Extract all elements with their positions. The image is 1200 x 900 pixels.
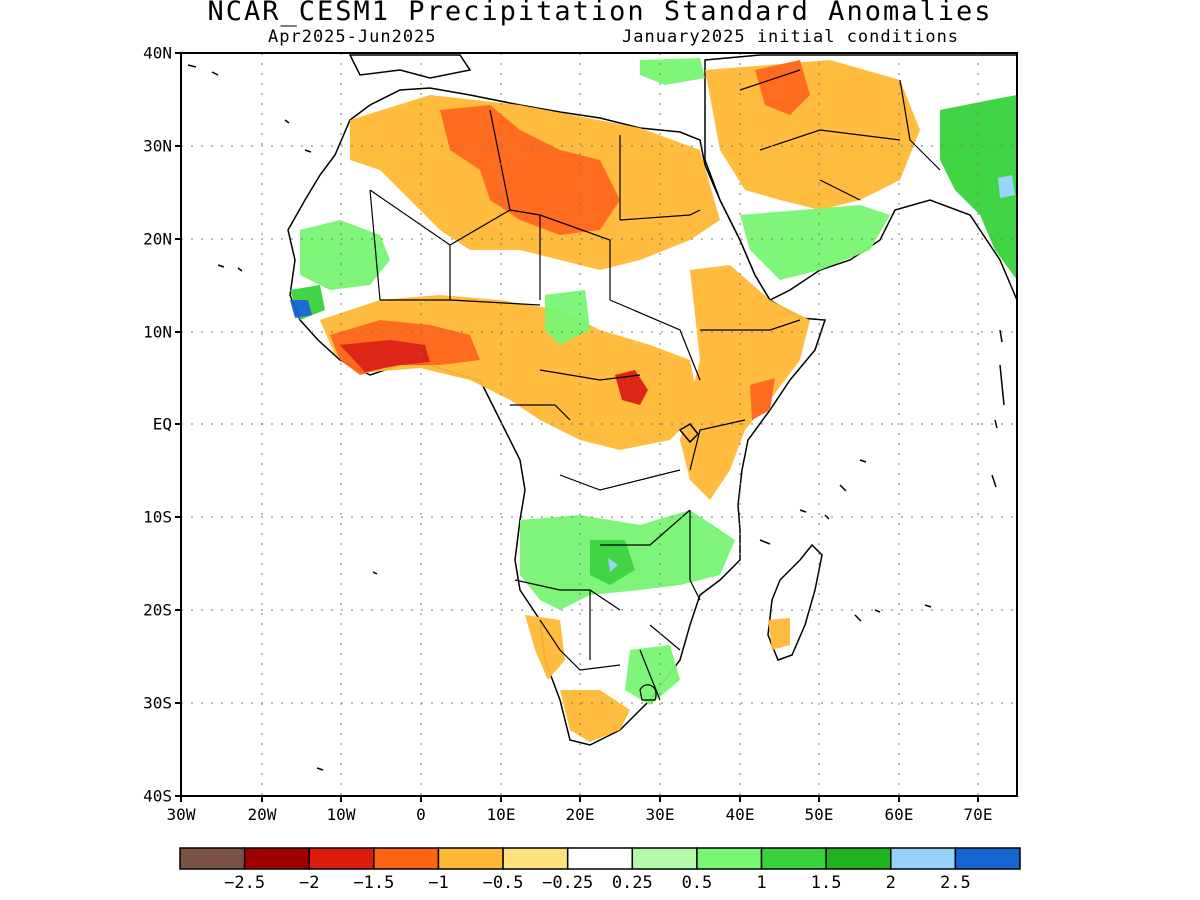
namibia-dry xyxy=(525,615,565,680)
south-africa-wet xyxy=(625,645,680,705)
colorbar-swatch xyxy=(179,847,246,870)
colorbar-label: 1 xyxy=(756,873,767,893)
lat-label-40n: 40N xyxy=(143,43,172,63)
sahara-core-dry xyxy=(440,105,620,235)
madagascar-dry xyxy=(768,618,790,650)
colorbar-label: 1.5 xyxy=(810,873,842,893)
colorbar-swatch xyxy=(566,847,634,870)
europe-landmass xyxy=(348,54,472,79)
lat-label-eq: EQ xyxy=(152,414,172,434)
colorbar-swatch xyxy=(825,847,892,870)
lon-label-0: 0 xyxy=(416,805,426,824)
colorbar-swatch xyxy=(631,847,698,870)
lat-label-10s: 10S xyxy=(143,507,172,527)
wet-anomalies xyxy=(290,58,1017,705)
forecast-period: Apr2025-Jun2025 xyxy=(268,27,437,47)
east-africa-dry xyxy=(680,265,810,500)
colorbar-swatch xyxy=(243,847,310,870)
horn-core-dry xyxy=(750,378,775,420)
axis-ticks xyxy=(175,52,979,802)
colorbar-label: 2 xyxy=(885,873,896,893)
lon-label-40e: 40E xyxy=(725,805,755,824)
mediterranean-wet xyxy=(640,58,705,85)
lat-label-20s: 20S xyxy=(143,600,172,620)
guinea-coast-core-dry xyxy=(340,340,430,372)
lat-label-30n: 30N xyxy=(143,136,172,156)
colorbar-label: −1 xyxy=(428,873,449,893)
lon-label-10e: 10E xyxy=(486,805,516,824)
colorbar xyxy=(179,847,1021,870)
colorbar-swatch xyxy=(954,847,1021,870)
colorbar-label: 0.25 xyxy=(611,873,653,893)
lon-label-50e: 50E xyxy=(804,805,834,824)
arabia-wet xyxy=(740,205,890,280)
zambia-peak-wet xyxy=(608,558,618,572)
islands xyxy=(187,64,1005,771)
lon-label-20w: 20W xyxy=(247,805,277,824)
colorbar-label: −1.5 xyxy=(353,873,395,893)
colorbar-label: −0.25 xyxy=(542,873,594,893)
map-title: NCAR_CESM1 Precipitation Standard Anomal… xyxy=(207,0,993,27)
colorbar-label: 0.5 xyxy=(681,873,713,893)
lon-label-10w: 10W xyxy=(326,805,356,824)
lat-label-20n: 20N xyxy=(143,229,172,249)
west-sahel-wet xyxy=(300,220,390,290)
colorbar-label: −2.5 xyxy=(224,873,266,893)
dry-anomalies xyxy=(320,60,920,742)
colorbar-swatch xyxy=(890,847,957,870)
colorbar-label: 2.5 xyxy=(940,873,971,893)
graticule xyxy=(181,53,1017,796)
initial-conditions: January2025 initial conditions xyxy=(622,27,960,47)
central-africa-core-dry xyxy=(615,370,648,405)
lat-label-40s: 40S xyxy=(143,786,172,806)
country-boundaries xyxy=(369,69,941,701)
lon-label-60e: 60E xyxy=(884,805,914,824)
arabia-dry-region xyxy=(705,60,920,210)
india-very-wet xyxy=(998,175,1015,198)
colorbar-label: −0.5 xyxy=(482,873,524,893)
colorbar-swatch xyxy=(760,847,827,870)
colorbar-swatch xyxy=(373,847,440,870)
central-africa-wet xyxy=(545,290,590,345)
colorbar-swatch xyxy=(437,847,504,870)
lon-label-70e: 70E xyxy=(963,805,993,824)
lon-label-20e: 20E xyxy=(565,805,595,824)
colorbar-swatch xyxy=(502,847,569,870)
arabia-core-dry xyxy=(755,60,810,115)
colorbar-label: −2 xyxy=(298,873,320,893)
lat-label-30s: 30S xyxy=(143,693,172,713)
colorbar-swatch xyxy=(696,847,763,870)
india-wet xyxy=(940,95,1017,280)
guinea-very-wet xyxy=(290,300,312,318)
lon-label-30e: 30E xyxy=(645,805,675,824)
colorbar-swatch xyxy=(308,847,375,870)
lon-label-30w: 30W xyxy=(166,805,196,824)
lat-label-10n: 10N xyxy=(143,322,172,342)
anomaly-fields xyxy=(187,54,1017,771)
